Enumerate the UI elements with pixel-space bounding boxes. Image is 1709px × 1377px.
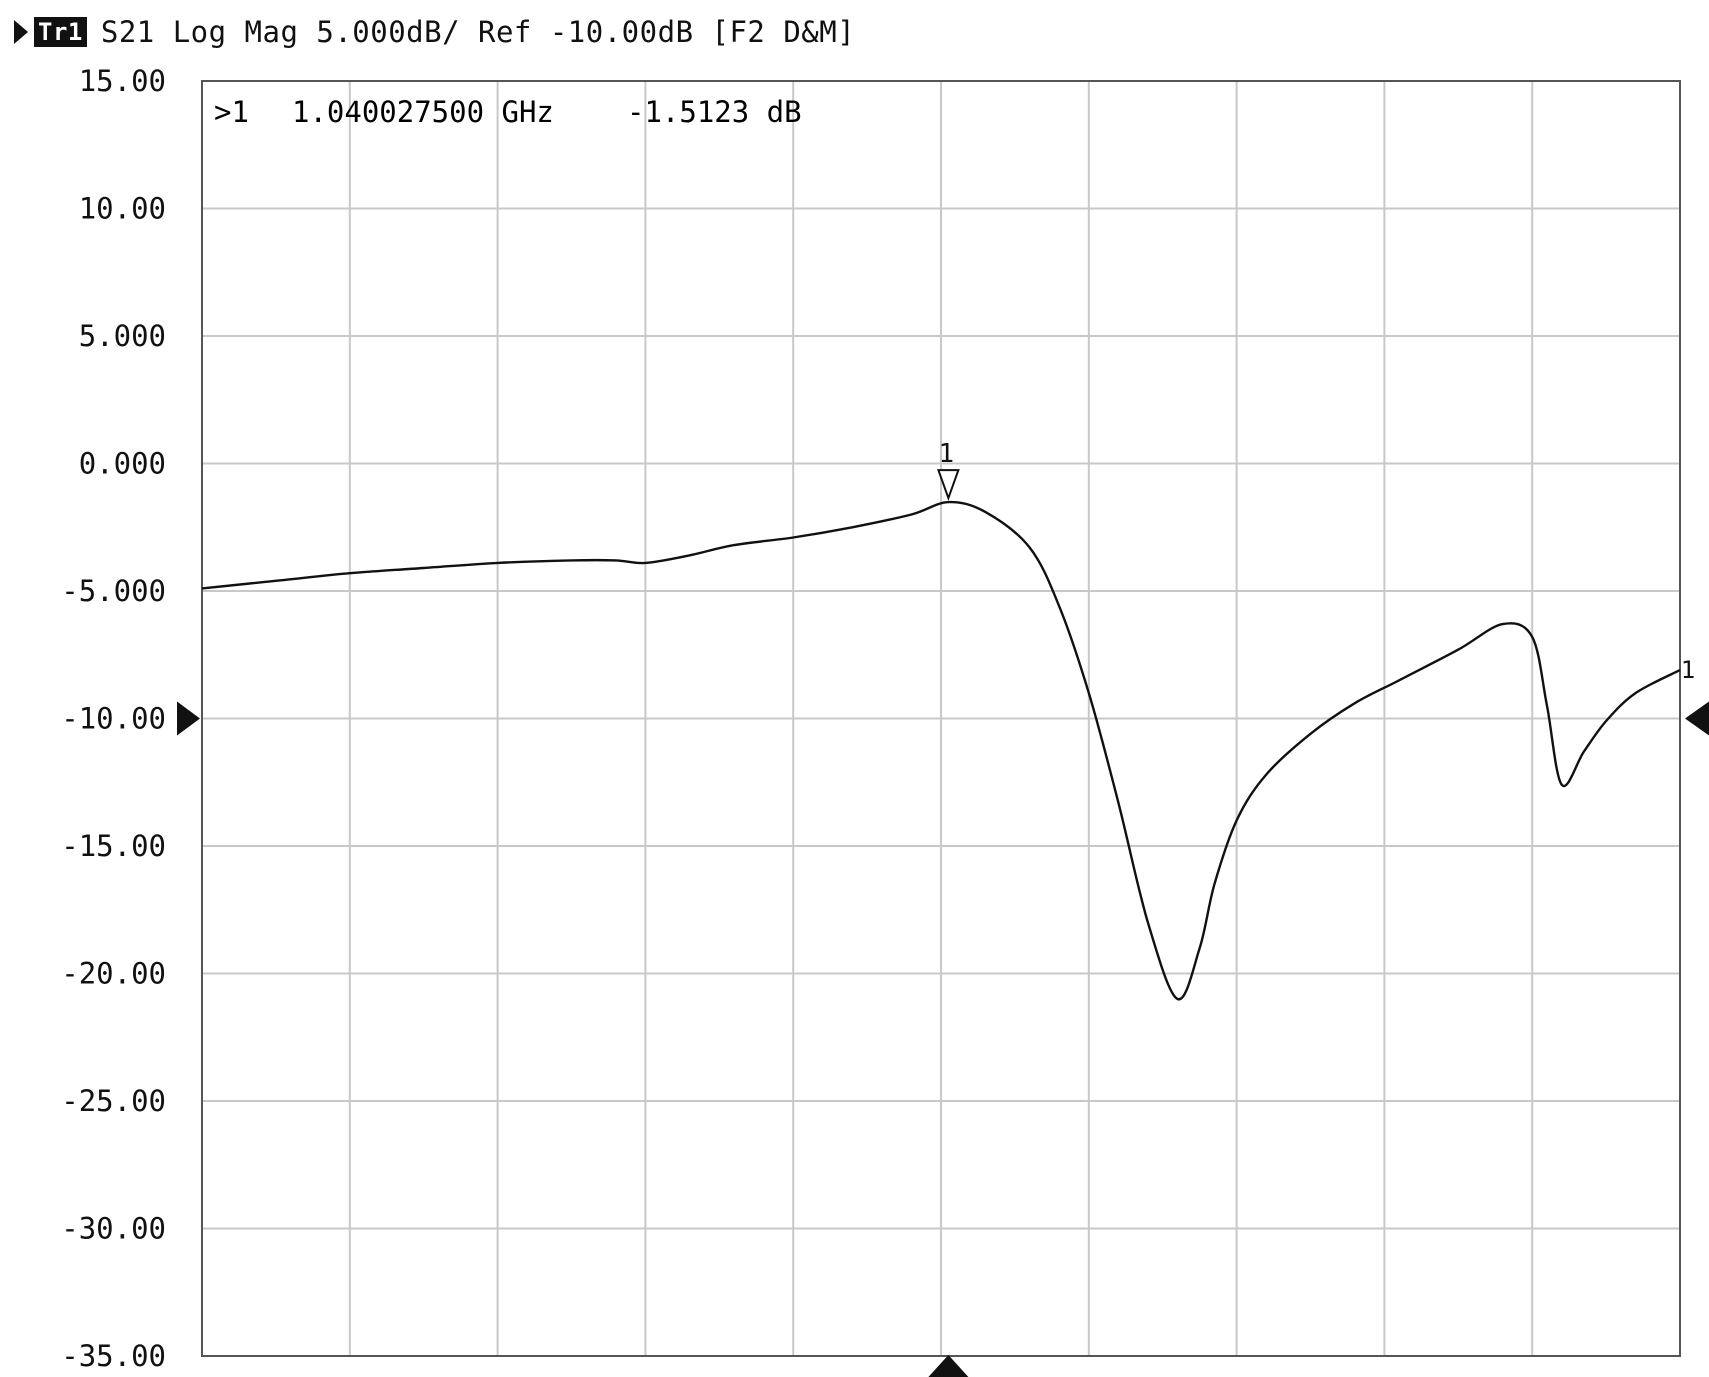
reference-level-left-icon: [177, 701, 200, 736]
y-tick-label: -25.00: [61, 1084, 166, 1118]
trace-header: Tr1 S21 Log Mag 5.000dB/ Ref -10.00dB [F…: [14, 12, 855, 52]
y-tick-label: 15.00: [79, 64, 166, 98]
active-trace-arrow-icon: [14, 20, 28, 44]
y-tick-label: -15.00: [61, 829, 166, 863]
marker-readout-frequency: 1.040027500 GHz: [292, 95, 554, 129]
y-tick-label: -10.00: [61, 702, 166, 736]
y-tick-labels: 15.00 10.00 5.000 0.000 -5.000 -10.00 -15.00 -2…: [61, 64, 166, 1373]
marker-readout-value: -1.5123 dB: [627, 95, 802, 129]
marker-1-triangle-icon: [936, 469, 960, 502]
marker-1-label: 1: [939, 439, 955, 469]
y-tick-label: 10.00: [79, 192, 166, 226]
trace-end-label: 1: [1681, 656, 1695, 684]
marker-readout-index: >1: [214, 95, 249, 129]
plot-frame: [201, 80, 1681, 1357]
active-marker-bottom-icon: [928, 1355, 969, 1377]
y-tick-label: -5.000: [61, 574, 166, 608]
trace-info: S21 Log Mag 5.000dB/ Ref -10.00dB [F2 D&…: [100, 15, 856, 49]
y-tick-label: -30.00: [61, 1212, 166, 1246]
s21-trace-line: [201, 500, 1681, 1001]
markers: 11: [177, 439, 1709, 1377]
trace-badge[interactable]: Tr1: [34, 17, 87, 47]
y-tick-label: -20.00: [61, 957, 166, 991]
y-tick-label: 0.000: [79, 447, 166, 481]
y-tick-label: 5.000: [79, 319, 166, 353]
reference-level-right-icon: [1685, 701, 1709, 736]
grid: [202, 81, 1680, 1356]
y-tick-label: -35.00: [61, 1339, 166, 1373]
